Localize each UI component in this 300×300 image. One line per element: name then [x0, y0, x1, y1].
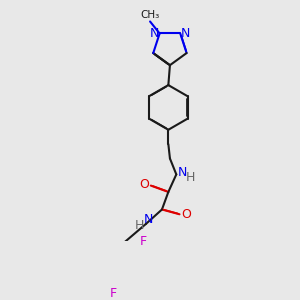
Text: N: N: [180, 27, 190, 40]
Text: O: O: [181, 208, 191, 221]
Text: N: N: [178, 166, 188, 179]
Text: F: F: [110, 287, 117, 300]
Text: N: N: [144, 213, 153, 226]
Text: O: O: [140, 178, 149, 191]
Text: H: H: [186, 171, 195, 184]
Text: H: H: [135, 219, 144, 232]
Text: N: N: [150, 27, 160, 40]
Text: F: F: [140, 235, 147, 248]
Text: CH₃: CH₃: [140, 10, 160, 20]
